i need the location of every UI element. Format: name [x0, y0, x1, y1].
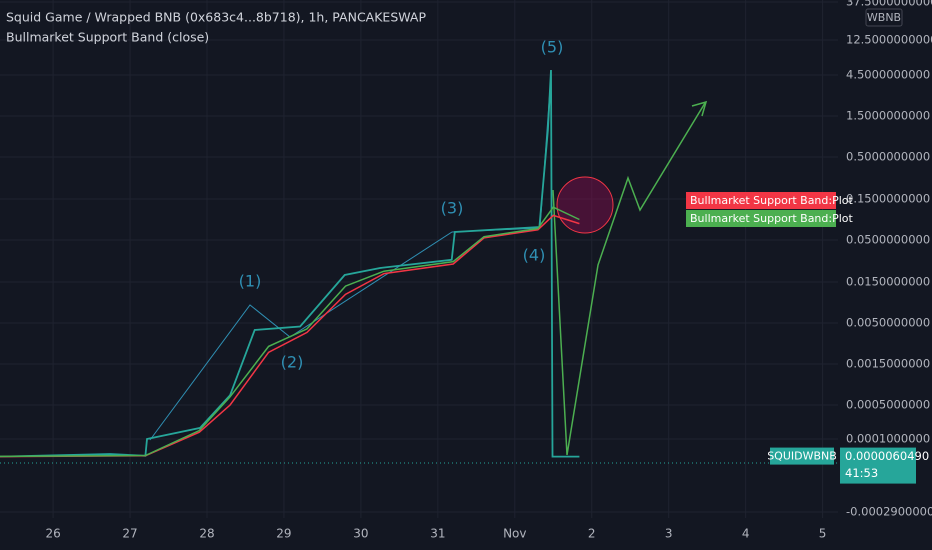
- x-tick-label: 26: [45, 527, 60, 541]
- price-box: [840, 447, 916, 484]
- wave-label: (3): [441, 199, 464, 218]
- y-tick-label: 4.5000000000: [846, 68, 930, 82]
- x-tick-label: 5: [819, 527, 827, 541]
- y-tick-label: 0.0001000000: [846, 432, 930, 446]
- x-tick-label: 4: [742, 527, 750, 541]
- y-tick-label: 0.1500000000: [846, 192, 930, 206]
- x-tick-label: 31: [430, 527, 445, 541]
- y-tick-label: 1.5000000000: [846, 109, 930, 123]
- wave-label: (2): [281, 353, 304, 372]
- x-tick-label: 2: [588, 527, 596, 541]
- x-tick-label: Nov: [503, 527, 526, 541]
- series-line: [0, 206, 580, 458]
- wave-label: (1): [239, 272, 262, 291]
- grid: [0, 0, 838, 518]
- projection-arrow: [691, 100, 708, 117]
- x-tick-label: 29: [276, 527, 291, 541]
- wave-label: (4): [523, 246, 546, 265]
- indicator-title: Bullmarket Support Band (close): [6, 30, 209, 45]
- series-label-box: [686, 210, 836, 227]
- series-label-box: [686, 192, 836, 209]
- x-tick-label: 3: [665, 527, 673, 541]
- symbol-box: [770, 447, 834, 465]
- x-tick-label: 28: [199, 527, 214, 541]
- currency-box[interactable]: [865, 8, 903, 27]
- price-label: 0.0000060490: [845, 449, 929, 463]
- currency[interactable]: WBNB: [867, 11, 901, 24]
- wave-label: (5): [541, 38, 564, 57]
- highlight-circle: [556, 176, 614, 234]
- y-tick-label: 0.0150000000: [846, 275, 930, 289]
- series-line: [0, 214, 580, 458]
- x-tick-label: 27: [122, 527, 137, 541]
- chart-title: Squid Game / Wrapped BNB (0x683c4...8b71…: [6, 10, 426, 25]
- time-axis: [0, 518, 932, 550]
- y-tick-label: 0.5000000000: [846, 150, 930, 164]
- projection-drawing: [552, 102, 706, 456]
- y-tick-label: 0.0500000000: [846, 233, 930, 247]
- countdown: 41:53: [845, 466, 878, 480]
- axes: 37.5000000000 12.5000000000 4.5000000000 1.…: [45, 0, 932, 541]
- y-tick-label: 0.0050000000: [846, 316, 930, 330]
- series-line: [0, 69, 580, 458]
- series-label: Bullmarket Support Band:Plot: [690, 212, 854, 225]
- y-tick-label: -0.0002900000: [846, 505, 932, 519]
- y-tick-label: 37.5000000000: [846, 0, 932, 9]
- y-tick-label: 0.0005000000: [846, 398, 930, 412]
- y-tick-label: 0.0015000000: [846, 357, 930, 371]
- symbol-label: SQUIDWBNB: [767, 450, 837, 463]
- series-label: Bullmarket Support Band:Plot: [690, 194, 854, 207]
- y-tick-label: 12.5000000000: [846, 33, 932, 47]
- x-tick-label: 30: [353, 527, 368, 541]
- plot: [0, 69, 580, 458]
